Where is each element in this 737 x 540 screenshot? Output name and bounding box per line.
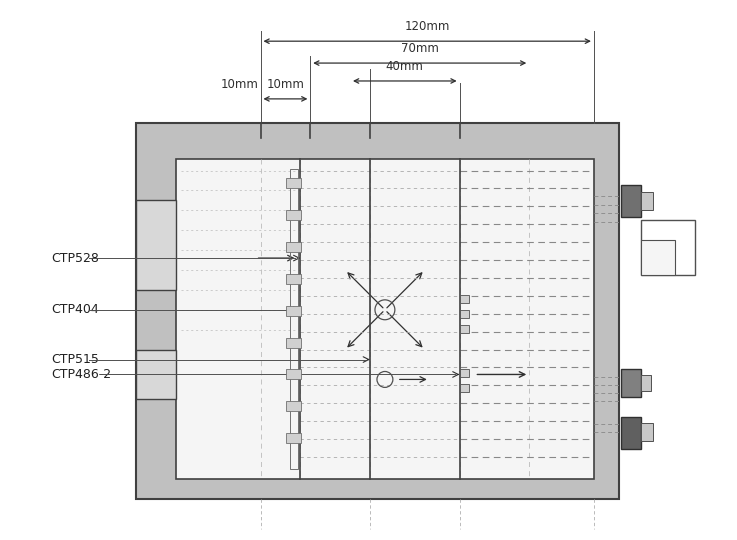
Bar — [287, 242, 301, 252]
Bar — [287, 210, 301, 220]
Bar — [287, 369, 301, 380]
Bar — [621, 369, 640, 397]
Bar — [287, 433, 301, 443]
Bar — [460, 310, 469, 318]
Bar — [460, 384, 469, 393]
Bar — [460, 325, 469, 333]
Text: 10mm: 10mm — [267, 78, 304, 91]
Bar — [136, 123, 618, 499]
Bar — [290, 168, 298, 469]
Text: CTP404: CTP404 — [52, 303, 99, 316]
Bar — [621, 185, 640, 217]
Bar — [460, 295, 469, 303]
Bar — [287, 401, 301, 411]
Bar — [287, 306, 301, 316]
Bar — [176, 159, 594, 479]
Bar — [287, 338, 301, 348]
Bar — [287, 274, 301, 284]
Text: CTP486-2: CTP486-2 — [52, 368, 112, 381]
Text: 70mm: 70mm — [401, 42, 439, 55]
Bar — [621, 417, 640, 449]
Bar — [640, 192, 652, 210]
Text: 120mm: 120mm — [405, 20, 450, 33]
Bar — [640, 423, 652, 441]
Bar — [136, 349, 176, 400]
Bar — [136, 200, 176, 290]
Bar — [640, 240, 675, 275]
Bar — [640, 375, 651, 391]
Text: CTP528: CTP528 — [52, 252, 99, 265]
Text: 10mm: 10mm — [221, 78, 259, 91]
Bar — [640, 220, 695, 275]
Bar — [287, 179, 301, 188]
Text: 40mm: 40mm — [386, 60, 424, 73]
Text: CTP515: CTP515 — [52, 353, 99, 366]
Bar — [460, 369, 469, 377]
